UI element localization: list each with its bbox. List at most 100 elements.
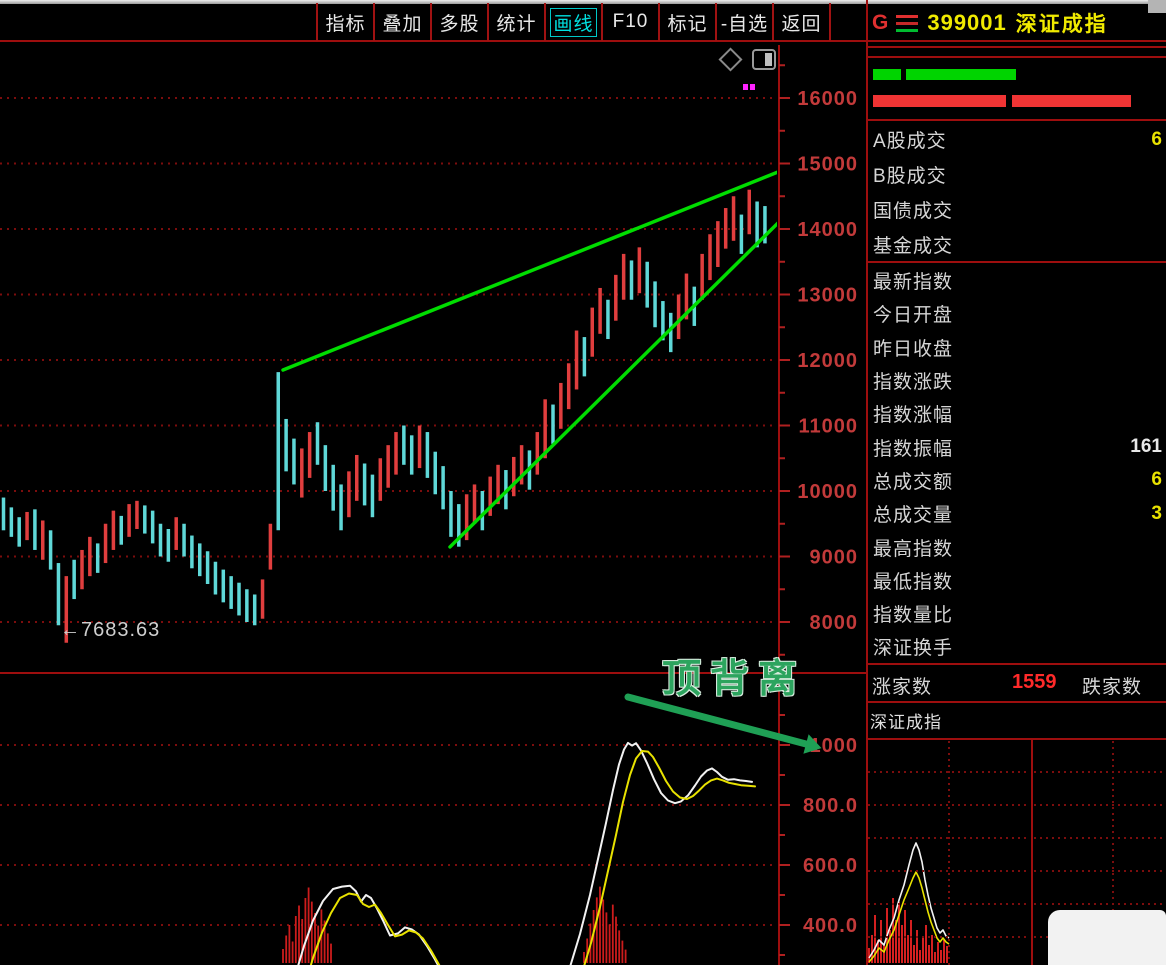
down-ratio-bar <box>873 95 1006 107</box>
divergence-annotation: 顶背离 <box>662 658 807 701</box>
window-corner <box>1148 0 1166 13</box>
svg-text:14000: 14000 <box>797 219 858 241</box>
symbol-name: 深证成指 <box>1015 13 1108 36</box>
quote-label: 国债成交 <box>873 201 954 222</box>
panel-toggle-icon[interactable] <box>752 49 776 70</box>
decliners-label: 跌家数 <box>1082 677 1143 698</box>
svg-text:13000: 13000 <box>797 285 858 307</box>
svg-text:800.0: 800.0 <box>803 795 858 817</box>
svg-text:16000: 16000 <box>797 88 858 110</box>
quote-row: 昨日收盘 <box>868 331 1164 364</box>
toolbar-bottom-border <box>0 40 1166 42</box>
sidebar-divider <box>866 738 1166 740</box>
toolbar-button-overlay[interactable]: 叠加 <box>373 3 430 41</box>
g-flag: G <box>872 11 889 34</box>
svg-text:10000: 10000 <box>797 481 858 503</box>
sidebar-divider <box>866 261 1166 263</box>
quote-label: 最新指数 <box>873 272 954 294</box>
quote-label: 基金成交 <box>873 236 954 257</box>
quote-row: 最低指数 <box>868 564 1164 597</box>
quote-row: 最新指数 <box>868 264 1164 297</box>
sidebar-divider <box>866 46 1166 48</box>
quote-label: 总成交额 <box>873 471 954 493</box>
sidebar-divider <box>866 701 1166 703</box>
svg-text:8000: 8000 <box>810 612 859 634</box>
advance-decline-row: 涨家数 1559 跌家数 <box>868 667 1166 701</box>
magenta-marker-icon <box>750 84 755 90</box>
sidebar-divider <box>866 56 1166 58</box>
toolbar-button-watchlist[interactable]: -自选 <box>715 3 772 41</box>
svg-text:15000: 15000 <box>797 154 858 176</box>
quote-label: 最低指数 <box>873 571 954 593</box>
quote-label: 昨日收盘 <box>873 338 954 360</box>
quote-value: 6 <box>1151 469 1162 491</box>
toolbar-button-statistics[interactable]: 统计 <box>487 3 544 41</box>
quote-label: 最高指数 <box>873 538 954 560</box>
toolbar-button-multistock[interactable]: 多股 <box>430 3 487 41</box>
main-chart[interactable] <box>0 45 778 672</box>
chart-divider-line <box>0 672 868 674</box>
mini-chart-title: 深证成指 <box>870 713 942 732</box>
menu-icon[interactable] <box>896 14 919 32</box>
quote-row: 指数涨幅 <box>868 397 1164 430</box>
quote-label: B股成交 <box>873 166 947 187</box>
quote-label: A股成交 <box>873 131 947 152</box>
advancers-count: 1559 <box>1012 671 1057 693</box>
quote-row: 总成交量 3 <box>868 497 1164 530</box>
quote-label: 指数涨幅 <box>873 405 954 427</box>
toolbar-button-back[interactable]: 返回 <box>772 3 831 41</box>
quote-label: 指数量比 <box>873 605 954 627</box>
svg-text:600.0: 600.0 <box>803 855 858 877</box>
svg-text:11000: 11000 <box>798 416 858 438</box>
toolbar-button-drawline[interactable]: 画线 <box>544 3 601 41</box>
quote-row: A股成交 6 <box>868 122 1164 157</box>
popup-box <box>1048 910 1166 965</box>
toolbar-button-mark[interactable]: 标记 <box>658 3 715 41</box>
up-ratio-bar <box>906 69 1016 80</box>
quote-row: 今日开盘 <box>868 297 1164 330</box>
quote-row: 国债成交 <box>868 192 1164 227</box>
quote-row: 深证换手 <box>868 630 1164 663</box>
quote-label: 总成交量 <box>873 505 954 527</box>
magenta-marker-icon <box>743 84 748 90</box>
toolbar: 指标 叠加 多股 统计 画线 F10 标记 -自选 返回 <box>316 3 831 41</box>
advancers-label: 涨家数 <box>872 677 933 698</box>
sidebar-divider <box>866 663 1166 665</box>
quote-value: 161 <box>1130 436 1162 458</box>
svg-text:12000: 12000 <box>797 350 858 372</box>
quote-panel-turnover: A股成交 6 B股成交 国债成交 基金成交 <box>868 122 1164 262</box>
quote-row: 指数涨跌 <box>868 364 1164 397</box>
quote-row: 指数量比 <box>868 597 1164 630</box>
svg-text:9000: 9000 <box>810 547 859 569</box>
symbol-code: 399001 <box>927 10 1007 35</box>
down-ratio-bar <box>1012 95 1131 107</box>
quote-label: 指数涨跌 <box>873 372 954 394</box>
window-top-strip <box>0 0 1166 4</box>
quote-row: 最高指数 <box>868 530 1164 563</box>
mini-chart-divider <box>1031 740 1033 965</box>
price-axis-line <box>778 45 780 965</box>
quote-row: 指数振幅 161 <box>868 430 1164 463</box>
quote-value: 3 <box>1151 502 1162 524</box>
toolbar-button-indicator[interactable]: 指标 <box>316 3 373 41</box>
quote-label: 深证换手 <box>873 638 954 660</box>
sidebar-mini-chart-left[interactable] <box>868 741 1030 965</box>
quote-label: 今日开盘 <box>873 305 954 327</box>
quote-row: B股成交 <box>868 157 1164 192</box>
quote-value: 6 <box>1151 128 1162 150</box>
symbol-header: G 399001 深证成指 <box>872 8 1108 38</box>
low-price-annotation: ←7683.63 <box>60 619 161 641</box>
quote-label: 指数振幅 <box>873 438 954 460</box>
svg-text:1000: 1000 <box>810 735 859 757</box>
indicator-chart[interactable] <box>0 674 778 965</box>
quote-row: 总成交额 6 <box>868 464 1164 497</box>
quote-panel-index: 最新指数 今日开盘 昨日收盘 指数涨跌 指数涨幅 指数振幅 161 总成交额 6 总… <box>868 264 1164 664</box>
quote-row: 基金成交 <box>868 227 1164 262</box>
up-ratio-bar <box>873 69 901 80</box>
sidebar-divider <box>866 119 1166 121</box>
sidebar-left-border <box>866 0 868 965</box>
svg-text:400.0: 400.0 <box>803 915 858 937</box>
toolbar-button-f10[interactable]: F10 <box>601 3 658 41</box>
